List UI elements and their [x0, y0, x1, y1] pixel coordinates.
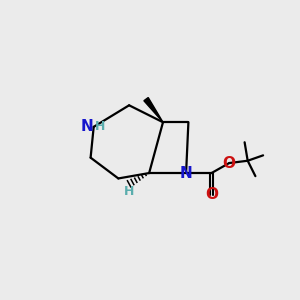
- Text: O: O: [205, 187, 218, 202]
- Polygon shape: [144, 98, 163, 122]
- Text: N: N: [180, 166, 193, 181]
- Text: O: O: [223, 155, 236, 170]
- Text: H: H: [94, 120, 105, 134]
- Text: N: N: [81, 119, 94, 134]
- Text: H: H: [124, 185, 134, 198]
